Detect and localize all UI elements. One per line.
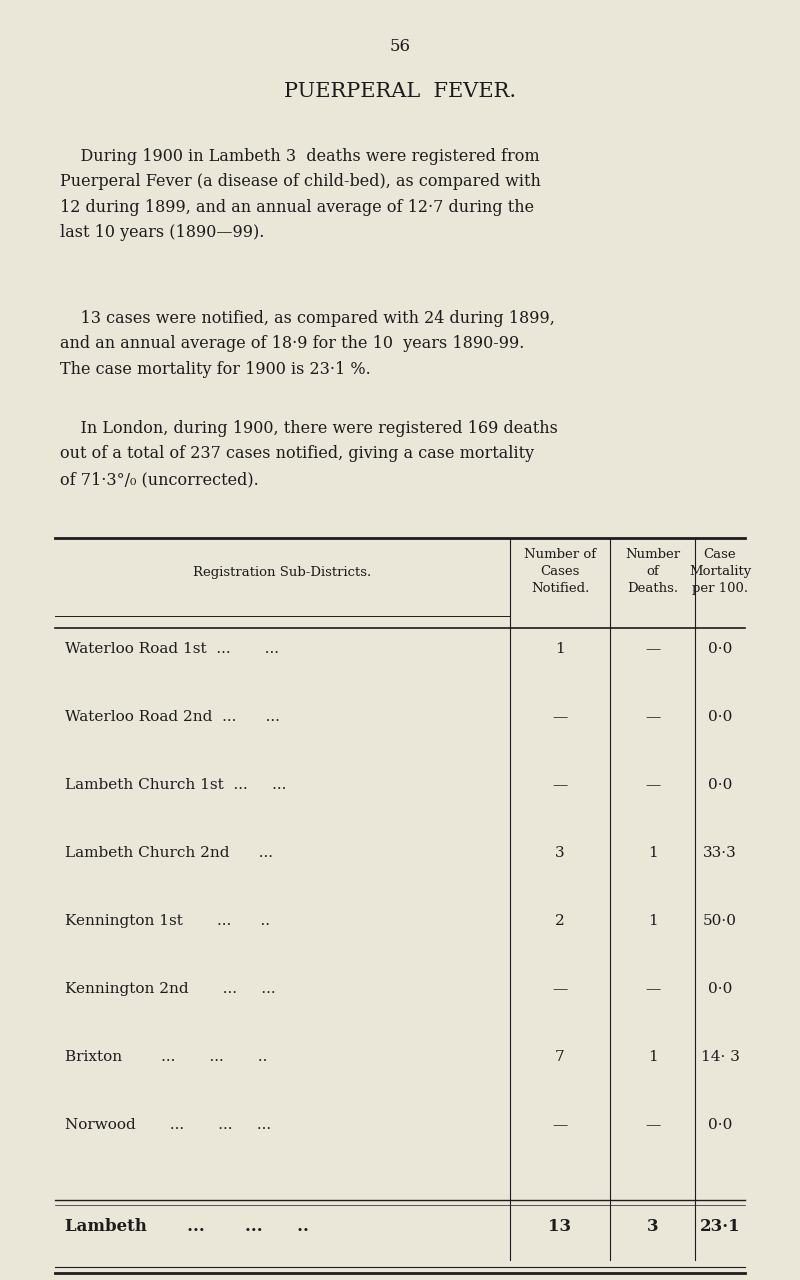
Text: During 1900 in Lambeth 3  deaths were registered from
Puerperal Fever (a disease: During 1900 in Lambeth 3 deaths were reg… [60,148,541,242]
Text: 1: 1 [648,914,658,928]
Text: Waterloo Road 2nd  ...      ...: Waterloo Road 2nd ... ... [65,710,280,724]
Text: 0·0: 0·0 [708,778,732,792]
Text: Lambeth       ...       ...      ..: Lambeth ... ... .. [65,1219,309,1235]
Text: 0·0: 0·0 [708,982,732,996]
Text: 0·0: 0·0 [708,643,732,655]
Text: Lambeth Church 2nd      ...: Lambeth Church 2nd ... [65,846,273,860]
Text: 50·0: 50·0 [703,914,737,928]
Text: —: — [645,710,660,724]
Text: 3: 3 [555,846,565,860]
Text: Norwood       ...       ...     ...: Norwood ... ... ... [65,1117,271,1132]
Text: Kennington 1st       ...      ..: Kennington 1st ... .. [65,914,270,928]
Text: Number of
Cases
Notified.: Number of Cases Notified. [524,548,596,595]
Text: 2: 2 [555,914,565,928]
Text: PUERPERAL  FEVER.: PUERPERAL FEVER. [284,82,516,101]
Text: 13 cases were notified, as compared with 24 during 1899,
and an annual average o: 13 cases were notified, as compared with… [60,310,555,378]
Text: Registration Sub-Districts.: Registration Sub-Districts. [194,566,372,579]
Text: 13: 13 [549,1219,571,1235]
Text: —: — [552,710,568,724]
Text: 23·1: 23·1 [700,1219,740,1235]
Text: 1: 1 [648,1050,658,1064]
Text: 1: 1 [555,643,565,655]
Text: 56: 56 [390,38,410,55]
Text: —: — [552,1117,568,1132]
Text: 0·0: 0·0 [708,1117,732,1132]
Text: Number
of
Deaths.: Number of Deaths. [625,548,680,595]
Text: 3: 3 [646,1219,658,1235]
Text: —: — [645,1117,660,1132]
Text: 0·0: 0·0 [708,710,732,724]
Text: —: — [645,982,660,996]
Text: Kennington 2nd       ...     ...: Kennington 2nd ... ... [65,982,276,996]
Text: 7: 7 [555,1050,565,1064]
Text: Waterloo Road 1st  ...       ...: Waterloo Road 1st ... ... [65,643,279,655]
Text: Brixton        ...       ...       ..: Brixton ... ... .. [65,1050,267,1064]
Text: 33·3: 33·3 [703,846,737,860]
Text: In London, during 1900, there were registered 169 deaths
out of a total of 237 c: In London, during 1900, there were regis… [60,420,558,488]
Text: —: — [552,778,568,792]
Text: 14· 3: 14· 3 [701,1050,739,1064]
Text: Lambeth Church 1st  ...     ...: Lambeth Church 1st ... ... [65,778,286,792]
Text: —: — [552,982,568,996]
Text: Case
Mortality
per 100.: Case Mortality per 100. [689,548,751,595]
Text: —: — [645,643,660,655]
Text: 1: 1 [648,846,658,860]
Text: —: — [645,778,660,792]
